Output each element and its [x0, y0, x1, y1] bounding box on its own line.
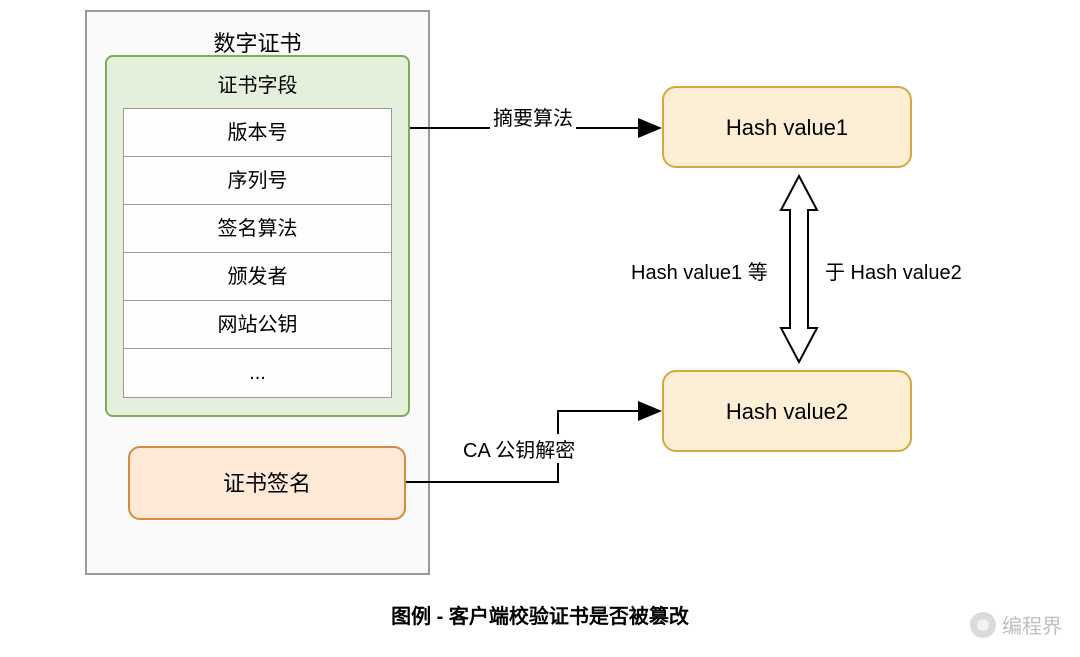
field-row: 网站公钥 — [124, 301, 391, 349]
edge-decrypt-label: CA 公钥解密 — [460, 434, 578, 463]
edge-compare-label-left: Hash value1 等 — [628, 256, 771, 285]
diagram-caption: 图例 - 客户端校验证书是否被篡改 — [0, 600, 1080, 629]
watermark: 编程界 — [970, 610, 1062, 639]
field-row: 签名算法 — [124, 205, 391, 253]
edge-digest-label: 摘要算法 — [490, 102, 576, 131]
hash-value-2-box: Hash value2 — [662, 370, 912, 452]
certificate-fields-box: 证书字段 版本号 序列号 签名算法 颁发者 网站公钥 ... — [105, 55, 410, 417]
field-row: 颁发者 — [124, 253, 391, 301]
field-row: 序列号 — [124, 157, 391, 205]
edge-compare-label-right: 于 Hash value2 — [822, 256, 965, 285]
certificate-signature-box: 证书签名 — [128, 446, 406, 520]
wechat-icon — [970, 612, 996, 638]
edge-compare-double-arrow — [781, 176, 817, 362]
field-row: 版本号 — [124, 109, 391, 157]
certificate-fields-list: 版本号 序列号 签名算法 颁发者 网站公钥 ... — [123, 108, 392, 398]
hash-value-1-box: Hash value1 — [662, 86, 912, 168]
field-row: ... — [124, 349, 391, 397]
certificate-fields-title: 证书字段 — [107, 57, 408, 104]
watermark-text: 编程界 — [1002, 610, 1062, 639]
